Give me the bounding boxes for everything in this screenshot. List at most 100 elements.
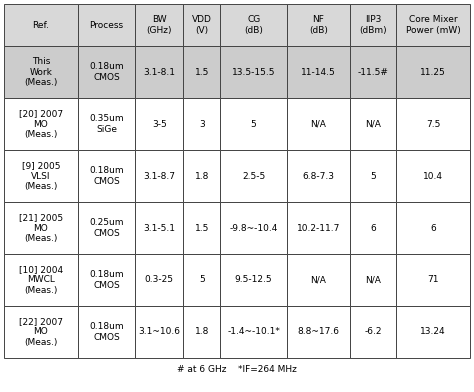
Bar — [78, 202, 135, 254]
Text: VDD
(V): VDD (V) — [192, 15, 212, 35]
Bar — [4, 4, 78, 46]
Text: 3: 3 — [199, 120, 205, 129]
Bar — [78, 306, 135, 358]
Text: [20] 2007
MO
(Meas.): [20] 2007 MO (Meas.) — [19, 109, 63, 139]
Text: 1.5: 1.5 — [195, 223, 209, 232]
Text: 5: 5 — [370, 172, 376, 180]
Bar — [350, 254, 396, 306]
Text: 3-5: 3-5 — [152, 120, 167, 129]
Bar — [183, 306, 220, 358]
Bar — [135, 202, 183, 254]
Text: -9.8~-10.4: -9.8~-10.4 — [229, 223, 278, 232]
Bar — [135, 98, 183, 150]
Bar — [183, 98, 220, 150]
Bar — [396, 46, 470, 98]
Bar — [135, 4, 183, 46]
Bar — [220, 254, 287, 306]
Bar — [183, 254, 220, 306]
Text: # at 6 GHz    *IF=264 MHz: # at 6 GHz *IF=264 MHz — [177, 365, 297, 374]
Text: 6.8-7.3: 6.8-7.3 — [302, 172, 334, 180]
Bar — [287, 150, 350, 202]
Bar — [183, 46, 220, 98]
Bar — [78, 150, 135, 202]
Text: 6: 6 — [370, 223, 376, 232]
Text: 5: 5 — [251, 120, 256, 129]
Text: 71: 71 — [427, 276, 439, 285]
Bar — [287, 98, 350, 150]
Text: Ref.: Ref. — [33, 20, 49, 29]
Bar — [135, 150, 183, 202]
Text: 0.25um
CMOS: 0.25um CMOS — [90, 218, 124, 238]
Bar — [396, 254, 470, 306]
Bar — [220, 202, 287, 254]
Bar — [287, 46, 350, 98]
Bar — [78, 46, 135, 98]
Bar — [4, 150, 78, 202]
Bar — [183, 150, 220, 202]
Text: 8.8~17.6: 8.8~17.6 — [297, 327, 339, 336]
Bar — [183, 202, 220, 254]
Bar — [4, 306, 78, 358]
Text: 0.35um
SiGe: 0.35um SiGe — [89, 114, 124, 134]
Bar — [78, 254, 135, 306]
Text: -11.5#: -11.5# — [357, 67, 388, 76]
Bar — [396, 98, 470, 150]
Bar — [396, 306, 470, 358]
Text: BW
(GHz): BW (GHz) — [146, 15, 172, 35]
Text: IIP3
(dBm): IIP3 (dBm) — [359, 15, 387, 35]
Text: NF
(dB): NF (dB) — [309, 15, 328, 35]
Text: [21] 2005
MO
(Meas.): [21] 2005 MO (Meas.) — [19, 213, 63, 243]
Bar — [396, 150, 470, 202]
Text: 0.18um
CMOS: 0.18um CMOS — [89, 166, 124, 186]
Text: 10.2-11.7: 10.2-11.7 — [297, 223, 340, 232]
Text: N/A: N/A — [365, 276, 381, 285]
Text: 7.5: 7.5 — [426, 120, 440, 129]
Text: 1.8: 1.8 — [195, 327, 209, 336]
Text: N/A: N/A — [310, 120, 326, 129]
Text: Core Mixer
Power (mW): Core Mixer Power (mW) — [406, 15, 460, 35]
Text: 11-14.5: 11-14.5 — [301, 67, 336, 76]
Text: [10] 2004
MWCL
(Meas.): [10] 2004 MWCL (Meas.) — [19, 265, 63, 295]
Text: -1.4~-10.1*: -1.4~-10.1* — [227, 327, 280, 336]
Text: 3.1-8.1: 3.1-8.1 — [143, 67, 175, 76]
Bar — [220, 150, 287, 202]
Text: 9.5-12.5: 9.5-12.5 — [235, 276, 273, 285]
Bar — [350, 306, 396, 358]
Bar — [350, 4, 396, 46]
Text: N/A: N/A — [310, 276, 326, 285]
Text: N/A: N/A — [365, 120, 381, 129]
Text: 3.1-8.7: 3.1-8.7 — [143, 172, 175, 180]
Bar — [135, 254, 183, 306]
Text: 5: 5 — [199, 276, 205, 285]
Text: Process: Process — [90, 20, 124, 29]
Text: 10.4: 10.4 — [423, 172, 443, 180]
Text: 0.18um
CMOS: 0.18um CMOS — [89, 270, 124, 290]
Bar — [396, 202, 470, 254]
Bar — [350, 46, 396, 98]
Bar — [78, 98, 135, 150]
Bar — [350, 202, 396, 254]
Bar — [287, 4, 350, 46]
Bar — [220, 98, 287, 150]
Bar — [4, 254, 78, 306]
Text: CG
(dB): CG (dB) — [244, 15, 263, 35]
Text: 13.24: 13.24 — [420, 327, 446, 336]
Bar — [4, 46, 78, 98]
Text: 0.18um
CMOS: 0.18um CMOS — [89, 62, 124, 82]
Text: 0.3-25: 0.3-25 — [145, 276, 174, 285]
Text: -6.2: -6.2 — [364, 327, 382, 336]
Bar — [135, 46, 183, 98]
Bar — [78, 4, 135, 46]
Bar — [396, 4, 470, 46]
Text: [9] 2005
VLSI
(Meas.): [9] 2005 VLSI (Meas.) — [22, 161, 60, 191]
Bar — [350, 98, 396, 150]
Bar — [220, 4, 287, 46]
Text: 13.5-15.5: 13.5-15.5 — [232, 67, 275, 76]
Text: 2.5-5: 2.5-5 — [242, 172, 265, 180]
Bar — [183, 4, 220, 46]
Text: 6: 6 — [430, 223, 436, 232]
Bar — [287, 202, 350, 254]
Text: 0.18um
CMOS: 0.18um CMOS — [89, 322, 124, 342]
Text: 3.1~10.6: 3.1~10.6 — [138, 327, 180, 336]
Text: 1.5: 1.5 — [195, 67, 209, 76]
